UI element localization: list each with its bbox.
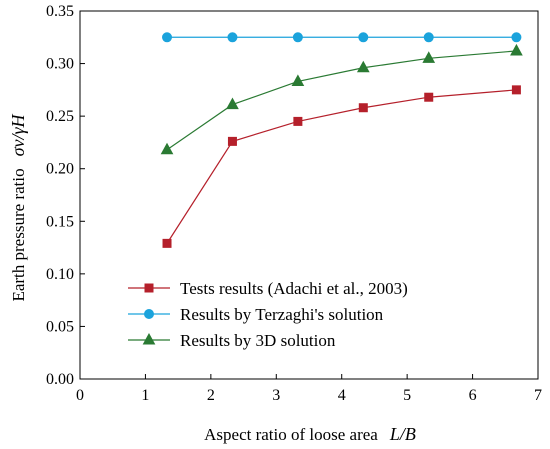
x-axis-label: Aspect ratio of loose area L/B — [204, 424, 416, 444]
data-point — [293, 116, 303, 126]
y-tick-label: 0.15 — [46, 213, 74, 230]
x-axis-ticks: 0 1 2 3 4 5 6 7 — [76, 374, 542, 404]
data-point — [227, 136, 237, 146]
y-tick-label: 0.35 — [46, 3, 74, 20]
series-line — [166, 89, 517, 244]
legend-marker — [142, 332, 156, 345]
y-tick-label: 0.00 — [46, 371, 74, 388]
x-tick-label: 1 — [141, 387, 149, 404]
y-tick-label: 0.25 — [46, 108, 74, 125]
y-axis-ticks: 0.00 0.05 0.10 0.15 0.20 0.25 0.30 0.35 — [46, 3, 85, 388]
legend-marker — [144, 283, 154, 293]
x-tick-label: 4 — [338, 387, 346, 404]
legend: Tests results (Adachi et al., 2003) Resul… — [128, 279, 408, 350]
data-point — [160, 142, 174, 155]
series-layer — [160, 32, 523, 248]
legend-label: Results by 3D solution — [180, 331, 336, 350]
x-tick-label: 7 — [534, 387, 542, 404]
x-tick-label: 6 — [469, 387, 477, 404]
y-axis-label: Earth pressure ratio σv/γH — [8, 113, 28, 301]
series-circle — [162, 32, 522, 43]
data-point — [162, 32, 173, 43]
data-point — [511, 32, 522, 43]
x-tick-label: 5 — [403, 387, 411, 404]
legend-marker — [144, 309, 154, 319]
data-point — [291, 74, 305, 86]
data-point — [227, 32, 238, 43]
data-point — [423, 32, 434, 43]
data-point — [358, 103, 368, 113]
data-point — [292, 32, 303, 43]
y-axis-label-math: σv/γH — [8, 113, 28, 156]
plot-frame — [79, 10, 539, 380]
data-point — [226, 97, 239, 110]
legend-label: Results by Terzaghi's solution — [180, 305, 384, 324]
x-axis-label-text: Aspect ratio of loose area — [204, 425, 378, 444]
x-tick-label: 0 — [76, 387, 84, 404]
y-tick-label: 0.20 — [46, 161, 74, 178]
y-tick-label: 0.30 — [46, 56, 74, 73]
data-point — [422, 51, 436, 63]
x-tick-label: 2 — [207, 387, 215, 404]
data-point — [358, 32, 369, 43]
data-point — [162, 238, 172, 248]
x-tick-label: 3 — [272, 387, 280, 404]
data-point — [424, 92, 434, 102]
data-point — [510, 43, 523, 56]
y-tick-label: 0.10 — [46, 266, 74, 283]
y-tick-label: 0.05 — [46, 318, 74, 335]
series-triangle — [160, 43, 523, 155]
legend-label: Tests results (Adachi et al., 2003) — [180, 279, 408, 298]
series-square — [162, 85, 521, 248]
data-point — [511, 85, 521, 95]
y-axis-label-text: Earth pressure ratio — [9, 168, 28, 301]
x-axis-label-math: L/B — [389, 424, 416, 444]
data-point — [356, 60, 370, 73]
series-line — [166, 50, 517, 151]
